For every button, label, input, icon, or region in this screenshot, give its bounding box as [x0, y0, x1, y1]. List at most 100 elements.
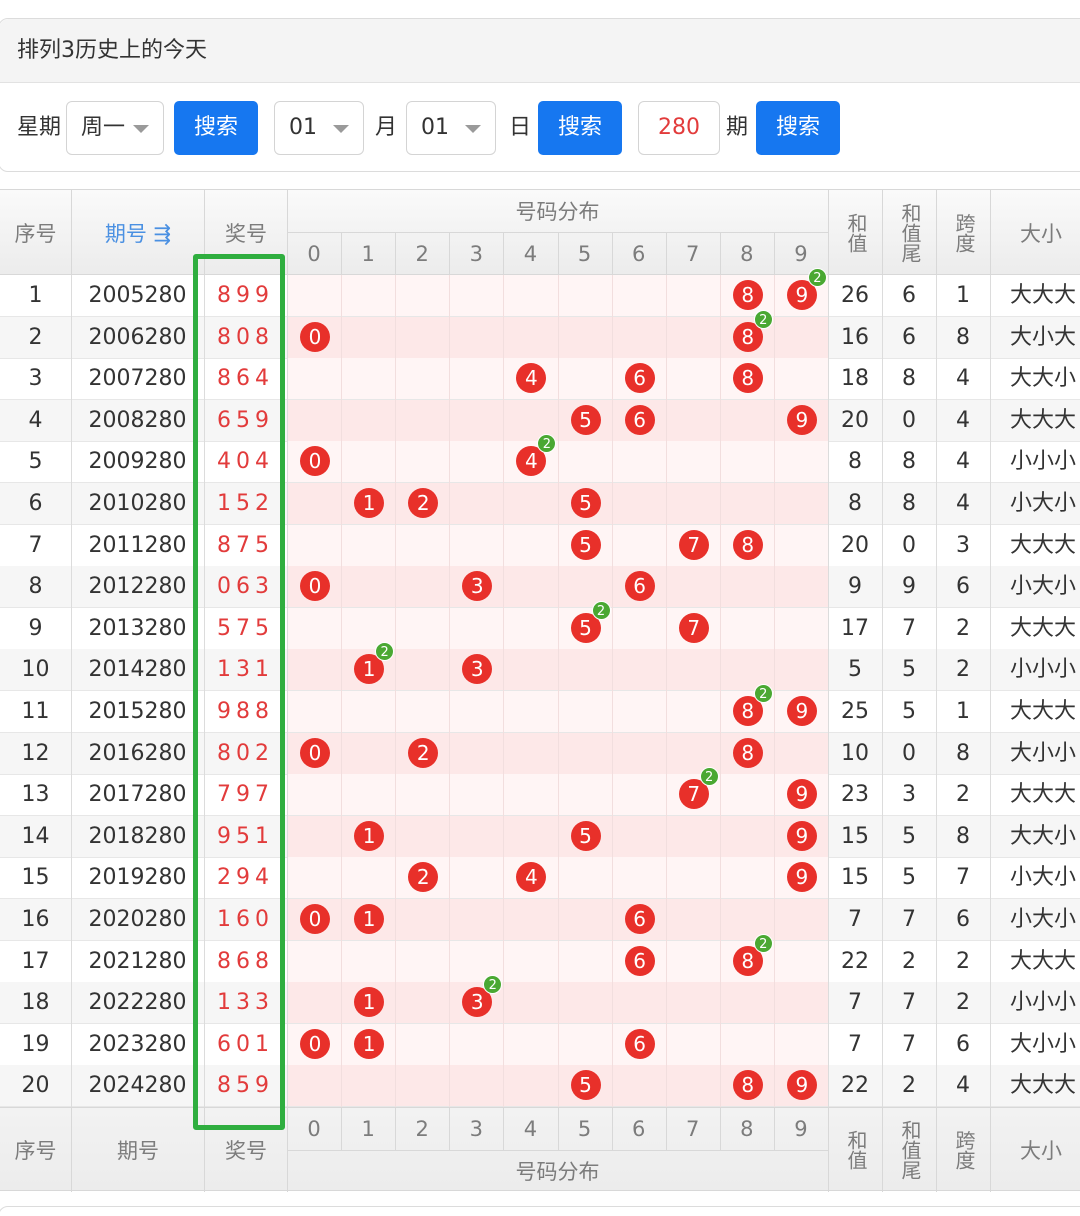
cell-seq: 17 — [21, 948, 50, 974]
cell-sum-tail: 7 — [902, 1031, 916, 1057]
cell-prize: 802 — [217, 740, 274, 766]
cell-sum: 7 — [848, 907, 862, 932]
repeat-count-badge: 2 — [699, 767, 719, 787]
cell-issue: 2015280 — [88, 699, 187, 724]
cell-seq: 15 — [21, 865, 50, 891]
cell-prize: 797 — [217, 782, 274, 808]
cell-issue: 2013280 — [88, 615, 187, 641]
week-search-button[interactable]: 搜索 — [174, 101, 258, 155]
header-digit-1: 1 — [361, 242, 375, 266]
cell-sum: 7 — [848, 990, 862, 1016]
table-row: 3 2007280 864 18 8 4 大大小 4 6 8 — [0, 358, 1080, 401]
number-ball: 9 — [786, 820, 817, 851]
number-ball: 8 — [732, 280, 763, 310]
cell-span: 6 — [956, 907, 970, 932]
table-row: 1 2005280 899 26 6 1 大大大 8 9 2 — [0, 268, 1080, 317]
number-ball: 0 — [300, 321, 330, 352]
header-seq: 序号 — [14, 222, 57, 246]
week-select[interactable]: 周一 — [66, 101, 164, 155]
header-digit-5: 5 — [577, 242, 592, 266]
cell-sum-tail: 8 — [902, 366, 916, 392]
date-search-button[interactable]: 搜索 — [538, 101, 622, 155]
cell-size: 大大大 — [1010, 948, 1077, 974]
cell-issue: 2020280 — [88, 907, 187, 932]
table-header: 序号 期号 ⇶ 奖号 号码分布 0 1 2 3 4 5 6 7 8 9 和值 和值尾 跨度 大小 — [0, 189, 1080, 276]
cell-sum-tail: 6 — [902, 324, 916, 350]
cell-prize: 131 — [217, 657, 274, 683]
footer-digit-4: 4 — [523, 1117, 538, 1141]
cell-seq: 11 — [21, 699, 50, 724]
cell-size: 大大大 — [1010, 699, 1077, 724]
cell-issue: 2012280 — [88, 574, 187, 600]
number-ball: 6 — [624, 904, 655, 934]
cell-sum-tail: 0 — [902, 407, 916, 433]
cell-size: 小大小 — [1010, 574, 1077, 600]
header-sum: 和值 — [844, 213, 868, 253]
cell-issue: 2019280 — [88, 865, 187, 891]
cell-seq: 13 — [21, 782, 50, 808]
number-ball: 0 — [300, 1028, 330, 1059]
number-ball: 7 — [678, 612, 709, 643]
number-ball: 9 — [786, 404, 817, 435]
cell-prize: 864 — [217, 366, 274, 392]
table-row: 8 2012280 063 9 9 6 小大小 0 3 6 — [0, 566, 1080, 609]
footer-digit-0: 0 — [307, 1117, 321, 1141]
cell-size: 小小小 — [1010, 657, 1077, 683]
cell-size: 大小大 — [1010, 324, 1077, 350]
issue-input[interactable]: 280 — [638, 101, 720, 155]
cell-span: 6 — [956, 574, 970, 600]
table-row: 16 2020280 160 7 7 6 小大小 0 1 6 — [0, 899, 1080, 941]
cell-sum-tail: 5 — [902, 865, 916, 891]
cell-span: 2 — [956, 948, 970, 974]
table-row: 2 2006280 808 16 6 8 大小大 0 8 2 — [0, 309, 1080, 359]
chevron-down-icon — [465, 125, 481, 133]
cell-seq: 9 — [28, 615, 43, 641]
month-select[interactable]: 01 — [274, 101, 364, 155]
table-row: 14 2018280 951 15 5 8 大大小 1 5 9 — [0, 815, 1080, 858]
cell-seq: 20 — [21, 1073, 50, 1099]
cell-seq: 1 — [28, 283, 43, 308]
panel-title: 排列3历史上的今天 — [0, 19, 1080, 83]
cell-sum: 10 — [841, 740, 869, 766]
number-ball: 8 — [732, 529, 763, 560]
cell-sum-tail: 5 — [902, 657, 916, 683]
cell-issue: 2018280 — [88, 823, 187, 849]
number-ball: 1 — [354, 987, 385, 1018]
number-ball: 1 — [354, 488, 385, 518]
month-label: 月 — [375, 115, 398, 140]
cell-size: 小小小 — [1010, 990, 1077, 1016]
footer-issue: 期号 — [117, 1139, 159, 1163]
day-select-value: 01 — [421, 115, 449, 140]
footer-prize: 奖号 — [225, 1139, 267, 1163]
cell-sum: 8 — [848, 491, 862, 516]
cell-sum: 16 — [841, 324, 869, 350]
cell-prize: 294 — [217, 865, 274, 891]
cell-size: 大大大 — [1010, 782, 1077, 808]
number-ball: 8 — [732, 363, 763, 394]
number-ball: 1 — [354, 1028, 385, 1059]
repeat-count-badge: 2 — [753, 309, 773, 329]
footer-sum-tail: 和值尾 — [898, 1120, 922, 1180]
number-ball: 6 — [624, 363, 655, 394]
cell-prize: 063 — [217, 574, 274, 600]
day-select[interactable]: 01 — [406, 101, 496, 155]
header-size: 大小 — [1020, 222, 1062, 246]
header-issue-sort[interactable]: 期号 ⇶ — [104, 222, 172, 246]
issue-search-button[interactable]: 搜索 — [756, 101, 840, 155]
table-row: 6 2010280 152 8 8 4 小大小 1 2 5 — [0, 483, 1080, 525]
number-ball: 3 — [462, 654, 493, 685]
cell-prize: 859 — [217, 1073, 274, 1099]
cell-seq: 3 — [28, 366, 43, 392]
cell-sum-tail: 8 — [902, 449, 916, 475]
table-row: 9 2013280 575 17 7 2 大大大 5 2 7 — [0, 600, 1080, 650]
cell-span: 8 — [956, 823, 970, 849]
header-sum-tail: 和值尾 — [898, 203, 922, 263]
issue-label: 期 — [726, 115, 749, 140]
cell-span: 2 — [956, 657, 970, 683]
footer-span: 跨度 — [952, 1130, 976, 1170]
cell-issue: 2010280 — [88, 491, 187, 516]
table-row: 10 2014280 131 5 5 2 小小小 1 2 3 — [0, 642, 1080, 692]
search-panel: 排列3历史上的今天 星期 周一 搜索 01 月 01 日 搜索 280 期 搜索 — [0, 18, 1080, 172]
